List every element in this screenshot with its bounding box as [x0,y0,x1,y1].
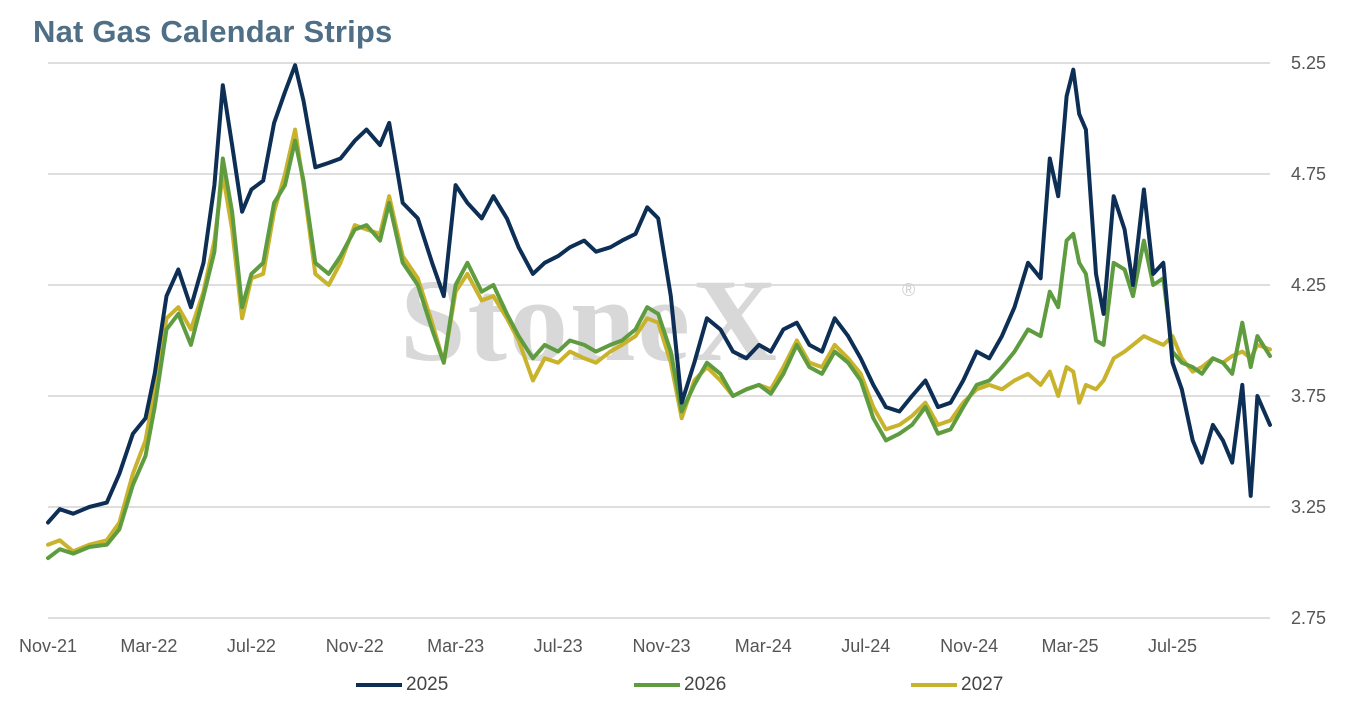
y-tick-label: 3.25 [1291,497,1326,517]
legend-label-2026: 2026 [684,674,727,695]
legend-swatch-2025 [356,683,402,687]
x-axis-ticks: Nov-21 Mar-22 Jul-22 Nov-22 Mar-23 Jul-23 Nov-… [19,636,1197,656]
x-tick-label: Mar-22 [120,636,177,656]
legend-swatch-2027 [911,683,957,687]
legend-item-2027: 2027 [911,674,1003,696]
legend-label-2025: 2025 [406,674,449,695]
x-tick-label: Jul-24 [841,636,890,656]
y-tick-label: 3.75 [1291,386,1326,406]
x-tick-label: Jul-23 [534,636,583,656]
x-tick-label: Mar-23 [427,636,484,656]
x-tick-label: Nov-24 [940,636,998,656]
x-tick-label: Jul-25 [1148,636,1197,656]
x-tick-label: Nov-21 [19,636,77,656]
y-axis-ticks: 5.25 4.75 4.25 3.75 3.25 2.75 [1291,53,1326,628]
x-tick-label: Jul-22 [227,636,276,656]
y-tick-label: 4.25 [1291,275,1326,295]
legend-item-2026: 2026 [634,674,726,696]
x-tick-label: Mar-24 [735,636,792,656]
stonex-watermark: StoneX [400,255,779,386]
y-tick-label: 5.25 [1291,53,1326,73]
chart-title: Nat Gas Calendar Strips [33,14,393,49]
series-lines [46,63,1272,561]
y-tick-label: 2.75 [1291,608,1326,628]
x-tick-label: Nov-22 [326,636,384,656]
legend-label-2027: 2027 [961,674,1004,695]
x-tick-label: Nov-23 [633,636,691,656]
series-line-2025 [46,63,1272,525]
series-line-2026 [46,138,1272,561]
watermark-registered-mark: ® [902,280,915,300]
legend-item-2025: 2025 [356,674,448,696]
legend-swatch-2026 [634,683,680,687]
y-tick-label: 4.75 [1291,164,1326,184]
x-tick-label: Mar-25 [1041,636,1098,656]
